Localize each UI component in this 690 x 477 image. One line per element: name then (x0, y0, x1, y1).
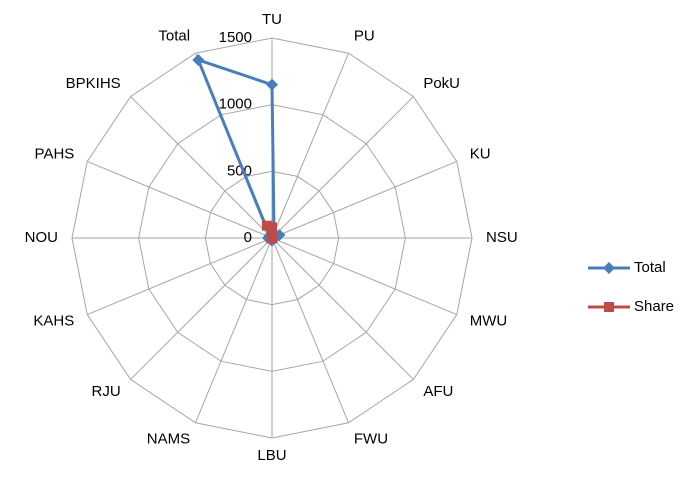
category-label: MWU (470, 312, 508, 329)
axis-spoke (87, 237, 273, 315)
category-label: PokU (423, 75, 460, 92)
category-label: PAHS (35, 146, 75, 163)
category-label: LBU (257, 447, 286, 464)
category-label: NOU (25, 229, 58, 246)
axis-spoke (271, 237, 349, 423)
legend-label: Share (634, 298, 674, 315)
category-label: NSU (486, 229, 518, 246)
marker (266, 78, 278, 91)
marker (266, 232, 277, 243)
axis-spoke (271, 237, 414, 380)
legend-marker (604, 302, 614, 312)
category-label: KU (470, 146, 491, 163)
y-tick-label: 0 (244, 229, 252, 246)
category-label: AFU (423, 383, 453, 400)
axis-spoke (271, 161, 457, 239)
legend-label: Total (634, 259, 666, 276)
y-tick-label: 1500 (219, 29, 252, 46)
legend-marker (603, 262, 615, 274)
category-label: FWU (354, 430, 388, 447)
axis-spoke (130, 237, 273, 380)
axis-spoke (87, 161, 273, 239)
axis-spoke (271, 53, 349, 239)
y-tick-label: 1000 (219, 96, 252, 113)
category-label: PU (354, 28, 375, 45)
category-label: NAMS (147, 430, 190, 447)
axis-spoke (130, 96, 273, 239)
marker (192, 53, 205, 66)
category-label: Total (158, 28, 190, 45)
category-label: BPKIHS (66, 75, 121, 92)
marker (261, 220, 272, 231)
marker (267, 222, 277, 233)
category-label: TU (262, 11, 282, 28)
axis-spoke (271, 96, 414, 239)
category-label: RJU (92, 383, 121, 400)
axis-spoke (271, 237, 457, 315)
axis-spoke (195, 237, 273, 423)
category-label: KAHS (33, 312, 74, 329)
